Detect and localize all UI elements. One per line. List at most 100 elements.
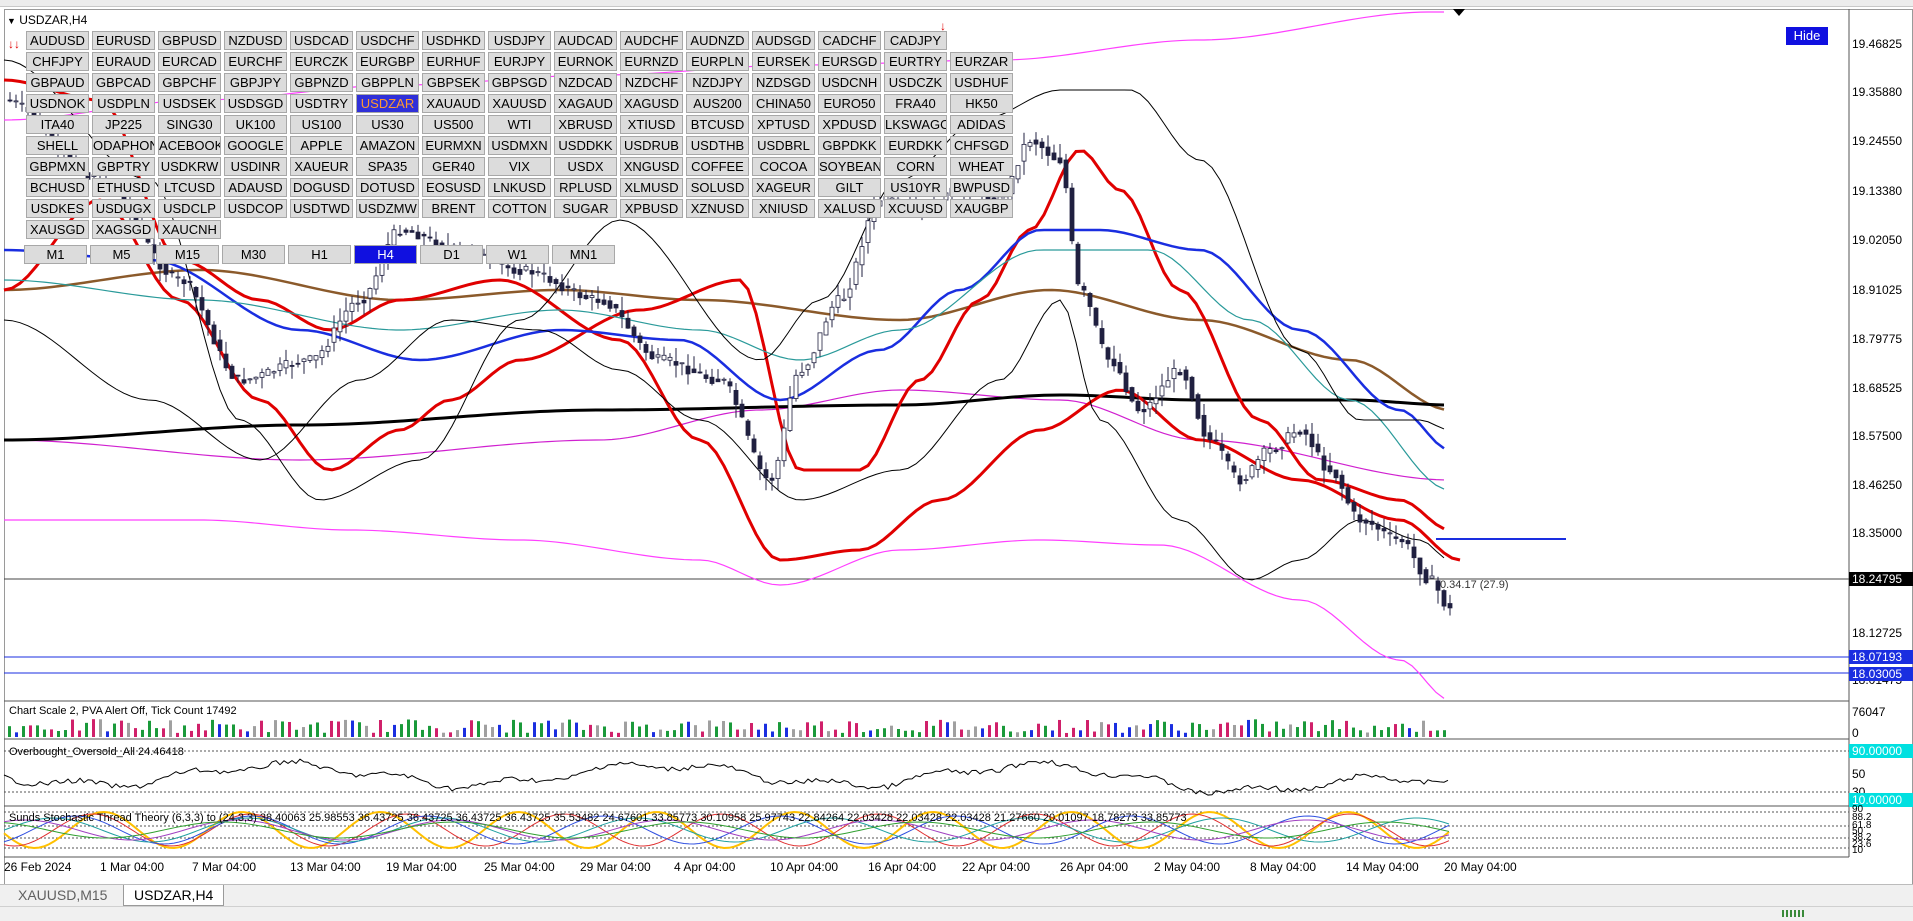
symbol-button-audnzd[interactable]: AUDNZD [686,31,749,50]
symbol-button-usdjpy[interactable]: USDJPY [488,31,551,50]
timeframe-button-m1[interactable]: M1 [24,245,87,264]
timeframe-button-m5[interactable]: M5 [90,245,153,264]
symbol-button-eurtry[interactable]: EURTRY [884,52,947,71]
symbol-button-xpdusd[interactable]: XPDUSD [818,115,881,134]
timeframe-button-h4[interactable]: H4 [354,245,417,264]
symbol-button-gbpmxn[interactable]: GBPMXN [26,157,89,176]
timeframe-button-m30[interactable]: M30 [222,245,285,264]
symbol-button-uk100[interactable]: UK100 [224,115,287,134]
symbol-button-usdcop[interactable]: USDCOP [224,199,287,218]
symbol-button-lkswago[interactable]: LKSWAGO [884,115,947,134]
symbol-button-corn[interactable]: CORN [884,157,947,176]
symbol-button-coffee[interactable]: COFFEE [686,157,749,176]
symbol-button-wheat[interactable]: WHEAT [950,157,1013,176]
hide-button[interactable]: Hide [1786,27,1828,45]
symbol-button-dogusd[interactable]: DOGUSD [290,178,353,197]
timeframe-button-d1[interactable]: D1 [420,245,483,264]
symbol-button-ita40[interactable]: ITA40 [26,115,89,134]
symbol-button-gbpsek[interactable]: GBPSEK [422,73,485,92]
symbol-button-eurdkk[interactable]: EURDKK [884,136,947,155]
symbol-button-us10yr[interactable]: US10YR [884,178,947,197]
symbol-button-jp225[interactable]: JP225 [92,115,155,134]
tab-usdzar-h4[interactable]: USDZAR,H4 [123,885,225,906]
symbol-button-audsgd[interactable]: AUDSGD [752,31,815,50]
symbol-button-eurhuf[interactable]: EURHUF [422,52,485,71]
symbol-button-eurgbp[interactable]: EURGBP [356,52,419,71]
symbol-button-xaugbp[interactable]: XAUGBP [950,199,1013,218]
symbol-button-usddkk[interactable]: USDDKK [554,136,617,155]
symbol-button-us500[interactable]: US500 [422,115,485,134]
symbol-button-usdtwd[interactable]: USDTWD [290,199,353,218]
symbol-button-sugar[interactable]: SUGAR [554,199,617,218]
symbol-button-xauaud[interactable]: XAUAUD [422,94,485,113]
symbol-button-euro50[interactable]: EURO50 [818,94,881,113]
symbol-button-vix[interactable]: VIX [488,157,551,176]
symbol-button-shell[interactable]: SHELL [26,136,89,155]
symbol-button-acebook[interactable]: ACEBOOK [158,136,221,155]
symbol-button-eurczk[interactable]: EURCZK [290,52,353,71]
symbol-button-gbpjpy[interactable]: GBPJPY [224,73,287,92]
symbol-button-usdzar[interactable]: USDZAR [356,94,419,113]
symbol-button-nzdchf[interactable]: NZDCHF [620,73,683,92]
symbol-button-adausd[interactable]: ADAUSD [224,178,287,197]
symbol-button-gbpaud[interactable]: GBPAUD [26,73,89,92]
symbol-button-xtiusd[interactable]: XTIUSD [620,115,683,134]
symbol-button-usdhkd[interactable]: USDHKD [422,31,485,50]
timeframe-button-m15[interactable]: M15 [156,245,219,264]
symbol-button-eurnzd[interactable]: EURNZD [620,52,683,71]
symbol-button-eurmxn[interactable]: EURMXN [422,136,485,155]
symbol-button-usdtry[interactable]: USDTRY [290,94,353,113]
symbol-button-eosusd[interactable]: EOSUSD [422,178,485,197]
symbol-button-usdrub[interactable]: USDRUB [620,136,683,155]
symbol-button-gbppln[interactable]: GBPPLN [356,73,419,92]
timeframe-button-mn1[interactable]: MN1 [552,245,615,264]
symbol-button-gbpusd[interactable]: GBPUSD [158,31,221,50]
symbol-button-ger40[interactable]: GER40 [422,157,485,176]
symbol-button-china50[interactable]: CHINA50 [752,94,815,113]
symbol-button-hk50[interactable]: HK50 [950,94,1013,113]
symbol-button-audcad[interactable]: AUDCAD [554,31,617,50]
symbol-button-usdsek[interactable]: USDSEK [158,94,221,113]
symbol-button-usdugx[interactable]: USDUGX [92,199,155,218]
symbol-button-rplusd[interactable]: RPLUSD [554,178,617,197]
symbol-button-eursgd[interactable]: EURSGD [818,52,881,71]
symbol-button-apple[interactable]: APPLE [290,136,353,155]
chart-canvas[interactable]: ↓ ↓↓ [0,0,1913,884]
symbol-button-eursek[interactable]: EURSEK [752,52,815,71]
symbol-button-xaueur[interactable]: XAUEUR [290,157,353,176]
symbol-button-ethusd[interactable]: ETHUSD [92,178,155,197]
symbol-button-cadjpy[interactable]: CADJPY [884,31,947,50]
symbol-button-usdclp[interactable]: USDCLP [158,199,221,218]
symbol-button-xageur[interactable]: XAGEUR [752,178,815,197]
symbol-button-gbpcad[interactable]: GBPCAD [92,73,155,92]
symbol-button-cocoa[interactable]: COCOA [752,157,815,176]
symbol-button-gilt[interactable]: GILT [818,178,881,197]
symbol-button-aus200[interactable]: AUS200 [686,94,749,113]
symbol-button-google[interactable]: GOOGLE [224,136,287,155]
symbol-button-gbpdkk[interactable]: GBPDKK [818,136,881,155]
symbol-button-xlmusd[interactable]: XLMUSD [620,178,683,197]
symbol-button-xptusd[interactable]: XPTUSD [752,115,815,134]
symbol-button-usdkrw[interactable]: USDKRW [158,157,221,176]
symbol-button-dotusd[interactable]: DOTUSD [356,178,419,197]
timeframe-button-h1[interactable]: H1 [288,245,351,264]
symbol-button-usdcnh[interactable]: USDCNH [818,73,881,92]
timeframe-button-w1[interactable]: W1 [486,245,549,264]
symbol-button-amazon[interactable]: AMAZON [356,136,419,155]
symbol-button-usdcad[interactable]: USDCAD [290,31,353,50]
symbol-button-xbrusd[interactable]: XBRUSD [554,115,617,134]
symbol-button-xauusd[interactable]: XAUUSD [488,94,551,113]
symbol-button-xausgd[interactable]: XAUSGD [26,220,89,239]
symbol-button-xagusd[interactable]: XAGUSD [620,94,683,113]
symbol-button-eurcad[interactable]: EURCAD [158,52,221,71]
symbol-button-odaphon[interactable]: ODAPHON [92,136,155,155]
symbol-button-bwpusd[interactable]: BWPUSD [950,178,1013,197]
symbol-button-fra40[interactable]: FRA40 [884,94,947,113]
symbol-button-usdnok[interactable]: USDNOK [26,94,89,113]
symbol-button-usdpln[interactable]: USDPLN [92,94,155,113]
symbol-button-us100[interactable]: US100 [290,115,353,134]
symbol-button-usdinr[interactable]: USDINR [224,157,287,176]
symbol-button-usdmxn[interactable]: USDMXN [488,136,551,155]
symbol-button-spa35[interactable]: SPA35 [356,157,419,176]
symbol-button-euraud[interactable]: EURAUD [92,52,155,71]
